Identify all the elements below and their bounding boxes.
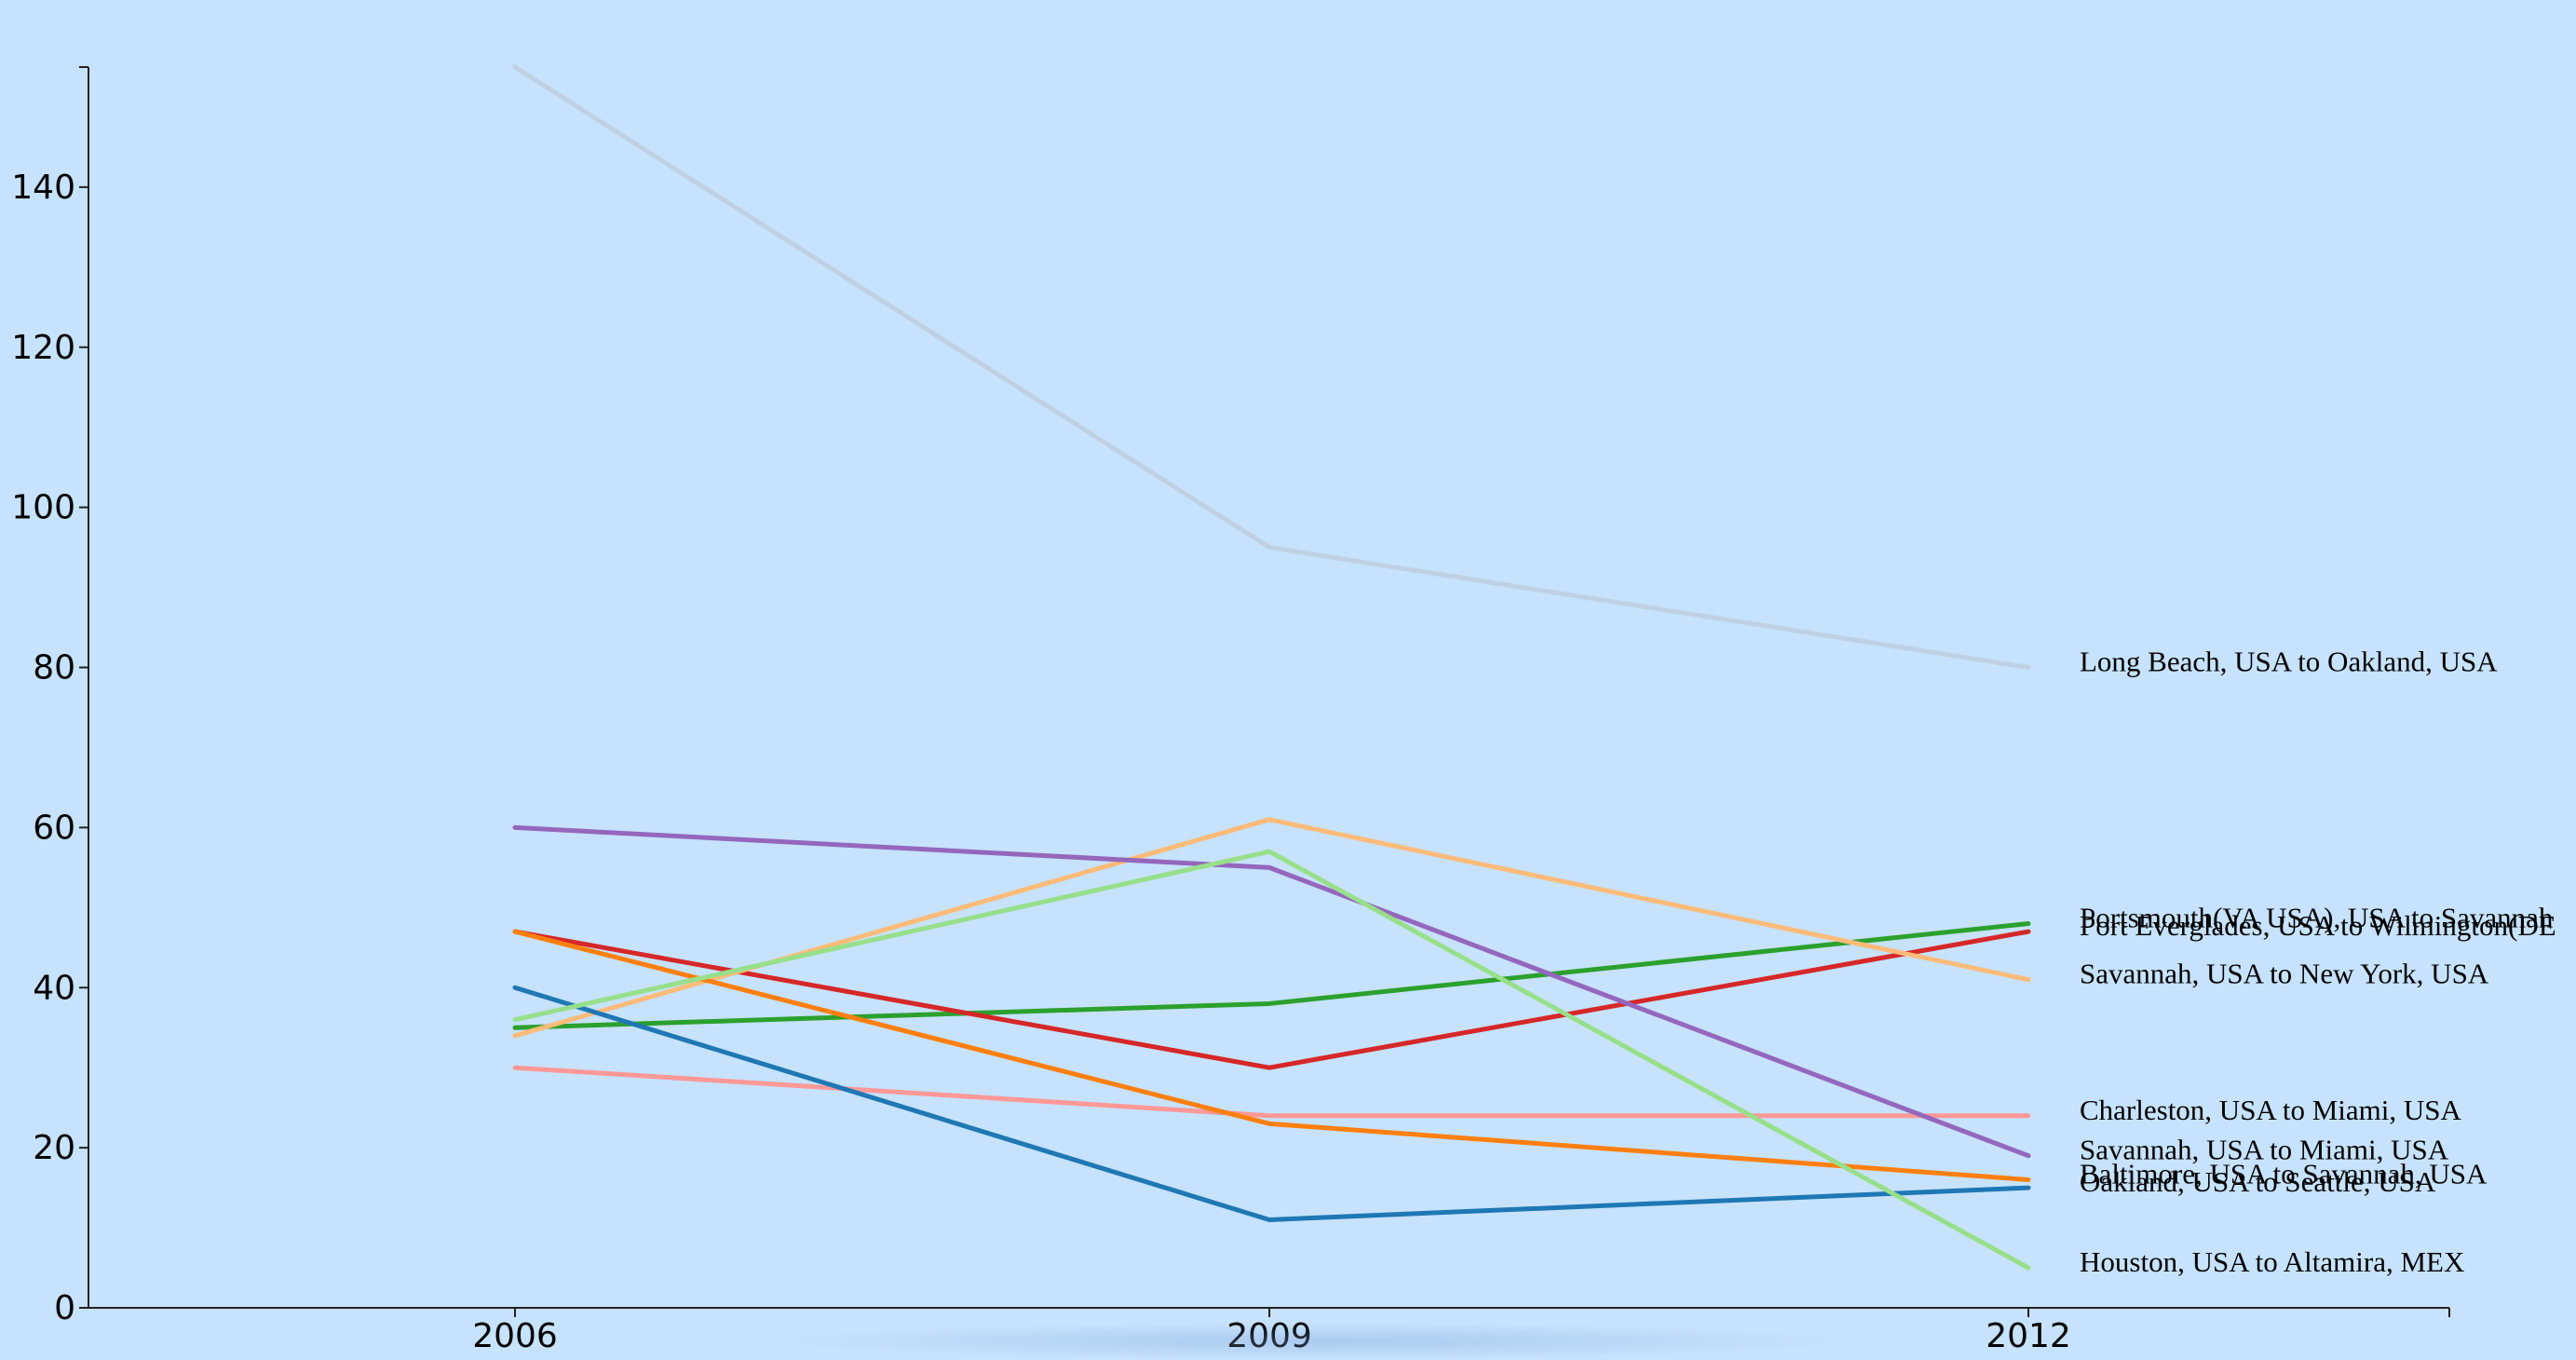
y-tick-label: 40	[33, 969, 75, 1007]
series-labels: Long Beach, USA to Oakland, USA Portsmout…	[2080, 646, 2556, 1279]
series-label: Long Beach, USA to Oakland, USA	[2080, 646, 2498, 678]
series-label: Oakland, USA to Seattle, USA	[2080, 1165, 2436, 1198]
series-lines	[512, 64, 2031, 1271]
series-label: Houston, USA to Altamira, MEX	[2080, 1245, 2464, 1278]
series-label: Savannah, USA to Miami, USA	[2080, 1134, 2449, 1166]
series-line	[512, 64, 2031, 671]
y-tick-label: 120	[11, 329, 75, 367]
series-label: Savannah, USA to New York, USA	[2080, 958, 2489, 990]
series-line	[512, 929, 2031, 1183]
x-tick-label: 2009	[1227, 1317, 1312, 1351]
series-line	[512, 1065, 2031, 1119]
series-line	[512, 985, 2031, 1222]
axes: 0 20 40 60 80 100 120 140 2006 2009 2012	[11, 66, 2450, 1351]
series-line	[512, 921, 2031, 1030]
series-label: Port Everglades, USA to Wilmington(DE	[2080, 909, 2556, 942]
y-tick-label: 20	[33, 1129, 75, 1167]
y-tick-label: 100	[11, 489, 75, 527]
y-tick-label: 80	[33, 649, 75, 687]
series-line	[512, 849, 2031, 1271]
x-tick-label: 2012	[1986, 1317, 2071, 1351]
y-tick-label: 0	[54, 1289, 75, 1327]
series-label: Charleston, USA to Miami, USA	[2080, 1094, 2462, 1126]
series-line	[512, 929, 2031, 1070]
series-line	[512, 824, 2031, 1159]
y-tick-label: 140	[11, 169, 75, 207]
series-label: Baltimore, USA to Savannah, USA	[2080, 1158, 2488, 1190]
y-tick-label: 60	[33, 809, 75, 847]
x-tick-label: 2006	[472, 1317, 558, 1351]
series-label: Portsmouth(VA USA), USA to Savannah	[2080, 902, 2554, 934]
